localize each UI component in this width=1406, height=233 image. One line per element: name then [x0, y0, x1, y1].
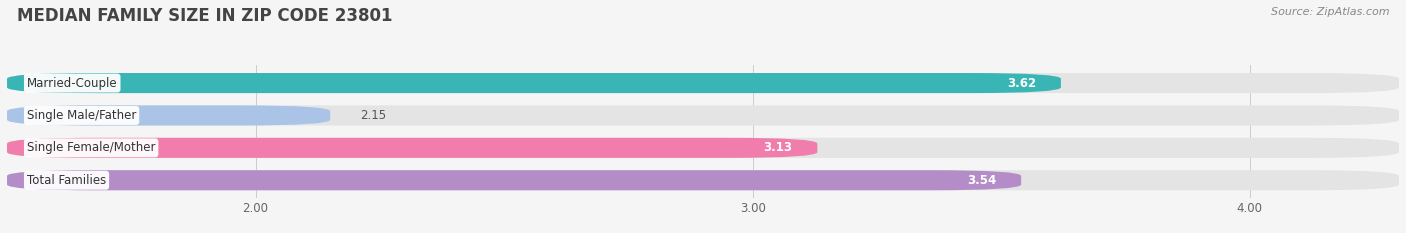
- Text: MEDIAN FAMILY SIZE IN ZIP CODE 23801: MEDIAN FAMILY SIZE IN ZIP CODE 23801: [17, 7, 392, 25]
- Text: 3.62: 3.62: [1007, 77, 1036, 89]
- Text: Source: ZipAtlas.com: Source: ZipAtlas.com: [1271, 7, 1389, 17]
- FancyBboxPatch shape: [7, 73, 1399, 93]
- Text: 3.13: 3.13: [763, 141, 793, 154]
- Text: Single Male/Father: Single Male/Father: [27, 109, 136, 122]
- FancyBboxPatch shape: [7, 138, 817, 158]
- Text: Single Female/Mother: Single Female/Mother: [27, 141, 156, 154]
- Text: Total Families: Total Families: [27, 174, 107, 187]
- Text: 3.54: 3.54: [967, 174, 997, 187]
- FancyBboxPatch shape: [7, 105, 330, 126]
- Text: Married-Couple: Married-Couple: [27, 77, 118, 89]
- FancyBboxPatch shape: [7, 105, 1399, 126]
- FancyBboxPatch shape: [7, 138, 1399, 158]
- Text: 2.15: 2.15: [360, 109, 387, 122]
- FancyBboxPatch shape: [7, 170, 1399, 190]
- FancyBboxPatch shape: [7, 73, 1062, 93]
- FancyBboxPatch shape: [7, 170, 1021, 190]
